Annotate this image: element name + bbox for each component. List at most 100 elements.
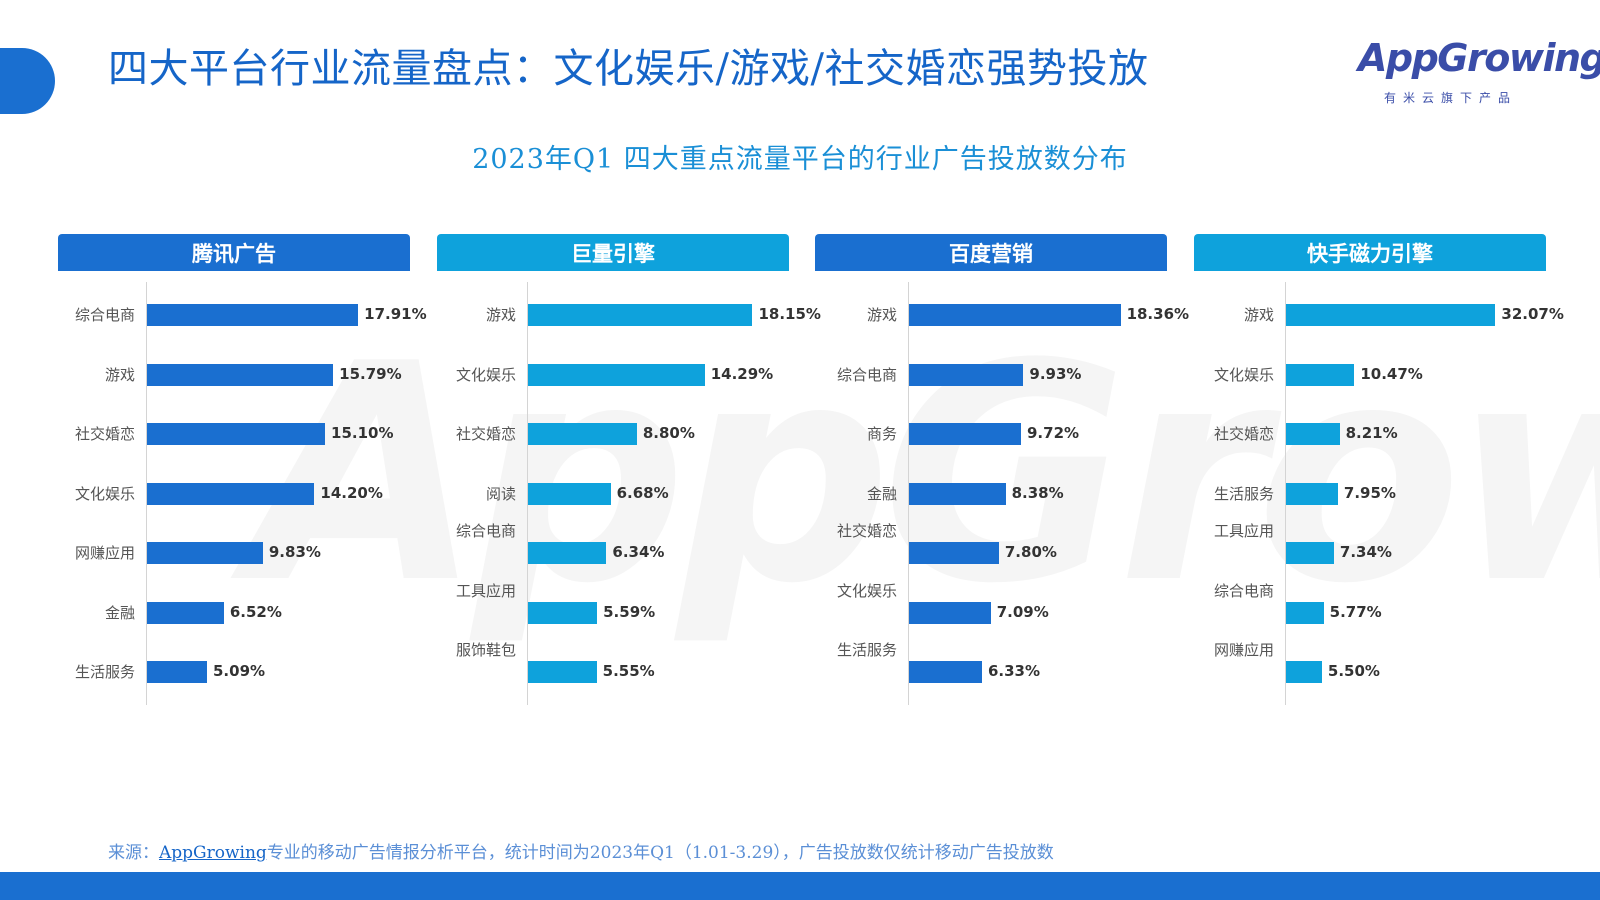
data-label: 9.93% — [1029, 364, 1082, 383]
category-axis-3 — [908, 282, 909, 705]
data-label: 18.36% — [1126, 305, 1190, 323]
bar — [1286, 542, 1334, 564]
source-link[interactable]: AppGrowing — [159, 843, 267, 863]
data-label: 8.80% — [642, 424, 695, 442]
category-axis-1 — [146, 282, 147, 705]
category-label: 工具应用 — [455, 581, 516, 600]
panel-header-1: 腾讯广告 — [58, 234, 410, 271]
category-label: 综合电商 — [1213, 581, 1274, 600]
bar — [1286, 304, 1496, 326]
data-label: 14.20% — [320, 483, 383, 502]
bar — [147, 363, 334, 386]
source-note: 来源：AppGrowing专业的移动广告情报分析平台，统计时间为2023年Q1（… — [108, 838, 1054, 863]
source-suffix: 专业的移动广告情报分析平台，统计时间为2023年Q1（1.01-3.29），广告… — [266, 843, 1054, 863]
category-label: 综合电商 — [455, 522, 516, 541]
category-label: 生活服务 — [836, 641, 897, 660]
bar — [147, 661, 207, 683]
panel-header-4: 快手磁力引擎 — [1194, 234, 1546, 271]
bar — [1286, 482, 1338, 505]
category-label: 商务 — [866, 425, 897, 443]
panel-header-3: 百度营销 — [815, 234, 1167, 271]
category-label: 社交婚恋 — [455, 425, 516, 443]
category-label: 游戏 — [866, 306, 897, 324]
footer-bar — [0, 872, 1600, 900]
bar — [1286, 423, 1340, 445]
bar — [909, 423, 1021, 445]
data-label: 6.34% — [612, 543, 665, 561]
logo-wordmark: AppGrowing — [1358, 36, 1600, 80]
category-label: 社交婚恋 — [74, 425, 135, 443]
category-label: 综合电商 — [836, 365, 897, 384]
bar — [909, 601, 991, 624]
category-label: 服饰鞋包 — [455, 641, 516, 660]
category-label: 社交婚恋 — [836, 522, 897, 541]
data-label: 14.29% — [710, 364, 774, 383]
logo-subtitle: 有米云旗下产品 — [1384, 91, 1518, 105]
data-label: 15.79% — [339, 364, 402, 383]
bar — [528, 601, 598, 624]
data-label: 18.15% — [758, 305, 821, 323]
data-label: 15.10% — [331, 424, 394, 442]
corner-tab-decoration — [0, 48, 55, 114]
data-label: 5.50% — [1327, 662, 1380, 680]
category-label: 文化娱乐 — [74, 484, 135, 503]
bar — [909, 363, 1024, 386]
data-label: 6.33% — [987, 662, 1040, 680]
source-prefix: 来源： — [108, 843, 159, 863]
category-label: 文化娱乐 — [1213, 365, 1274, 384]
chart-title: 2023年Q1 四大重点流量平台的行业广告投放数分布 — [472, 144, 1128, 175]
bar — [147, 304, 359, 326]
category-label: 文化娱乐 — [455, 365, 516, 384]
bar — [528, 482, 611, 505]
data-label: 5.77% — [1329, 602, 1382, 621]
category-label: 文化娱乐 — [836, 581, 897, 600]
page-title: 四大平台行业流量盘点：文化娱乐/游戏/社交婚恋强势投放 — [108, 46, 1149, 92]
bar — [147, 482, 315, 505]
bar — [528, 363, 705, 386]
bar — [909, 661, 982, 683]
category-label: 金融 — [866, 484, 897, 503]
category-label: 综合电商 — [74, 306, 135, 324]
data-label: 8.21% — [1345, 424, 1398, 442]
data-label: 6.52% — [229, 602, 282, 621]
category-label: 工具应用 — [1213, 522, 1274, 541]
bar — [1286, 601, 1324, 624]
category-label: 游戏 — [485, 306, 516, 324]
category-label: 网赚应用 — [1213, 641, 1274, 660]
category-axis-4 — [1285, 282, 1286, 705]
data-label: 7.95% — [1343, 483, 1396, 502]
data-label: 6.68% — [616, 483, 669, 502]
bar — [147, 423, 326, 445]
data-label: 5.55% — [602, 662, 655, 680]
bar — [528, 423, 637, 445]
data-label: 8.38% — [1011, 483, 1064, 502]
appgrowing-logo: AppGrowing 有米云旗下产品 — [1358, 36, 1600, 106]
bar — [147, 542, 263, 564]
bar — [909, 482, 1006, 505]
category-label: 阅读 — [485, 484, 516, 503]
category-label: 网赚应用 — [74, 544, 135, 562]
category-label: 金融 — [104, 603, 135, 622]
category-label: 社交婚恋 — [1213, 425, 1274, 443]
data-label: 9.83% — [268, 543, 321, 561]
bar — [147, 601, 224, 624]
category-axis-2 — [527, 282, 528, 705]
bar — [1286, 661, 1322, 683]
data-label: 32.07% — [1501, 305, 1564, 323]
data-label: 5.09% — [213, 662, 266, 680]
category-label: 游戏 — [104, 365, 135, 384]
category-label: 游戏 — [1243, 306, 1274, 324]
data-label: 7.80% — [1004, 543, 1057, 561]
panel-header-2: 巨量引擎 — [437, 234, 789, 271]
data-label: 7.09% — [996, 602, 1049, 621]
bar — [1286, 363, 1355, 386]
data-label: 5.59% — [603, 602, 656, 621]
bar — [909, 542, 999, 564]
bar — [909, 304, 1121, 326]
category-label: 生活服务 — [74, 663, 135, 681]
data-label: 9.72% — [1027, 424, 1080, 442]
bar — [528, 542, 607, 564]
data-label: 17.91% — [364, 305, 427, 323]
category-label: 生活服务 — [1213, 484, 1274, 503]
